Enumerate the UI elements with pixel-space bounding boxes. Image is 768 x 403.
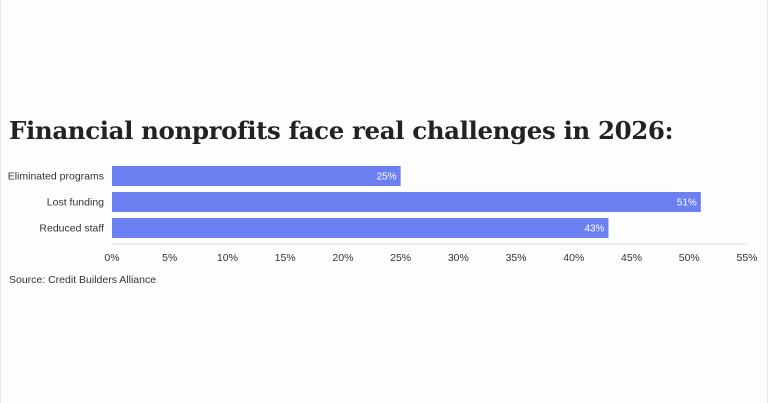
category-label-reduced-staff: Reduced staff bbox=[39, 223, 104, 235]
bar-reduced-staff bbox=[112, 218, 609, 238]
x-tick-label: 55% bbox=[736, 252, 757, 264]
bar-chart: Eliminated programs 25% Lost funding 51% Red… bbox=[8, 166, 758, 264]
x-tick-label: 30% bbox=[448, 252, 469, 264]
x-tick-label: 0% bbox=[104, 252, 119, 264]
x-tick-label: 25% bbox=[390, 252, 411, 264]
value-label-reduced-staff: 43% bbox=[584, 224, 604, 235]
x-tick-label: 50% bbox=[679, 252, 700, 264]
bars-layer: Eliminated programs 25% Lost funding 51% Red… bbox=[8, 166, 701, 238]
chart-title: Financial nonprofits face real challenge… bbox=[9, 116, 674, 145]
x-tick-label: 35% bbox=[506, 252, 527, 264]
source-note: Source: Credit Builders Alliance bbox=[9, 274, 157, 286]
category-label-eliminated-programs: Eliminated programs bbox=[8, 171, 104, 183]
x-tick-label: 10% bbox=[217, 252, 238, 264]
x-tick-label: 45% bbox=[621, 252, 642, 264]
left-border bbox=[0, 0, 1, 403]
x-tick-label: 15% bbox=[275, 252, 296, 264]
value-label-lost-funding: 51% bbox=[677, 198, 697, 209]
x-tick-label: 40% bbox=[563, 252, 584, 264]
value-label-eliminated-programs: 25% bbox=[377, 172, 397, 183]
bar-eliminated-programs bbox=[112, 166, 401, 186]
category-label-lost-funding: Lost funding bbox=[47, 197, 104, 209]
bar-lost-funding bbox=[112, 192, 701, 212]
x-axis: 0% 5% 10% 15% 20% 25% 30% 35% 40% 45% 50% 55% bbox=[104, 243, 758, 264]
x-tick-label: 20% bbox=[332, 252, 353, 264]
x-tick-label: 5% bbox=[162, 252, 177, 264]
